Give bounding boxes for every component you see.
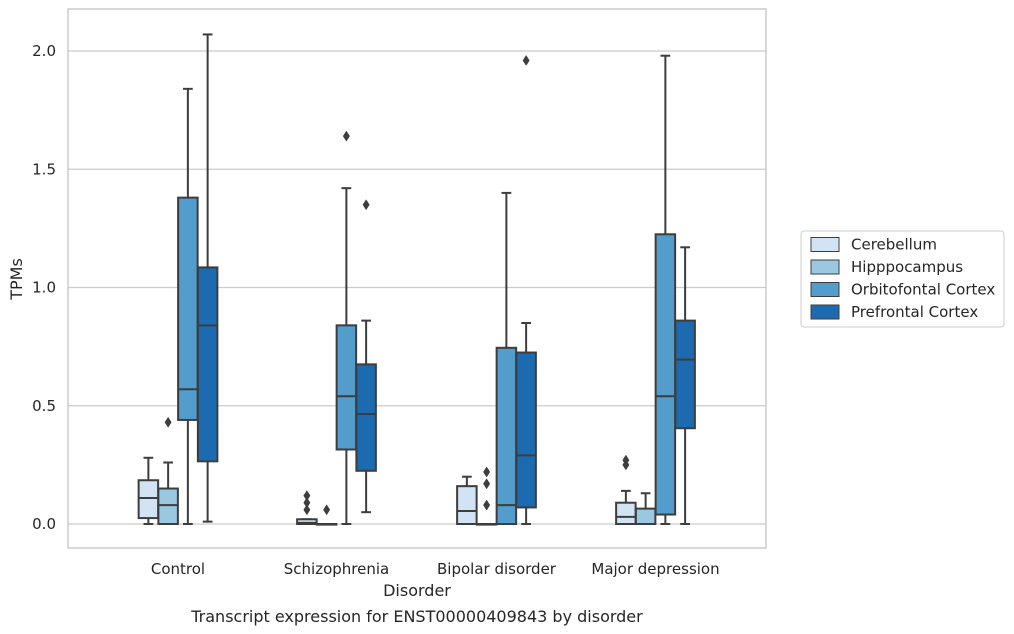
box-plot (456, 475, 478, 526)
box-iqr (495, 346, 518, 525)
y-axis-ticks: 0.0 0.5 1.0 1.5 2.0 (32, 42, 56, 533)
box-iqr (177, 196, 199, 421)
chart-caption: Transcript expression for ENST0000040984… (190, 607, 643, 626)
box-plot (475, 466, 498, 526)
plot-area-frame (67, 8, 767, 549)
series-prefrontal-cortex (196, 33, 696, 525)
y-axis-label: TPMs (7, 258, 26, 301)
box-iqr (137, 479, 160, 520)
box-plot (157, 416, 179, 525)
outlier-point (362, 199, 370, 211)
y-tick-label: 0.0 (32, 515, 56, 533)
legend-item: Hipppocampus (810, 258, 963, 276)
box-series (137, 33, 696, 526)
series-cerebellum (137, 454, 637, 526)
box-iqr (196, 266, 219, 463)
outlier-point (483, 499, 491, 511)
legend-item: Cerebellum (810, 236, 937, 254)
legend-label: Orbitofontal Cortex (851, 281, 995, 299)
box-iqr (456, 485, 478, 526)
legend-label: Cerebellum (851, 236, 937, 254)
box-plot (615, 454, 637, 525)
box-plot (654, 54, 677, 525)
legend-item: Orbitofontal Cortex (810, 281, 995, 299)
legend-swatch (810, 237, 840, 252)
legend: Cerebellum Hipppocampus Orbitofontal Corte… (800, 230, 1005, 328)
legend-frame (800, 230, 1005, 328)
box-plot (196, 33, 219, 523)
box-plot (335, 130, 358, 525)
box-iqr (157, 487, 179, 525)
legend-swatch (810, 282, 840, 297)
legend-swatch (810, 259, 840, 275)
x-tick-label: Control (151, 560, 205, 578)
box-iqr (634, 507, 657, 526)
outlier-point (303, 504, 311, 516)
box-plot (137, 456, 160, 525)
box-plot (177, 87, 199, 525)
box-iqr (296, 518, 318, 526)
x-axis-ticks: Control Schizophrenia Bipolar disorder Majo… (151, 560, 720, 578)
outlier-point (323, 504, 331, 516)
box-plot (515, 54, 537, 525)
outlier-point (622, 454, 630, 466)
box-plot (634, 492, 657, 526)
box-iqr (515, 351, 537, 509)
outlier-point (303, 497, 311, 509)
legend-item: Prefrontal Cortex (810, 303, 978, 321)
box-plot (296, 490, 318, 526)
box-plot (355, 199, 377, 514)
legend-label: Hipppocampus (851, 258, 963, 276)
outlier-point (342, 130, 350, 142)
box-iqr (615, 501, 637, 525)
box-plot (674, 246, 696, 525)
box-iqr (674, 319, 696, 430)
x-tick-label: Bipolar disorder (437, 560, 557, 578)
outlier-point (483, 466, 491, 478)
y-tick-label: 0.5 (32, 397, 56, 415)
box-iqr (654, 233, 677, 516)
box-iqr (355, 363, 377, 472)
x-tick-label: Schizophrenia (284, 560, 389, 578)
y-tick-label: 1.5 (32, 160, 56, 178)
y-tick-label: 1.0 (32, 279, 56, 297)
legend-swatch (810, 304, 840, 320)
legend-label: Prefrontal Cortex (851, 303, 978, 321)
y-tick-label: 2.0 (32, 42, 56, 60)
series-orbitofontal-cortex (177, 54, 677, 525)
box-plot (315, 504, 338, 526)
outlier-point (303, 490, 311, 502)
box-plot (495, 191, 518, 525)
outlier-point (164, 416, 172, 428)
outlier-point (483, 478, 491, 490)
x-tick-label: Major depression (591, 560, 719, 578)
box-iqr (335, 324, 358, 451)
outlier-point (522, 54, 530, 66)
series-hipppocampus (157, 416, 657, 526)
x-axis-label: Disorder (383, 581, 451, 600)
